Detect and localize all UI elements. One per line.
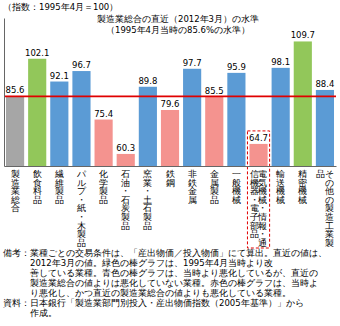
x-tick-label: 石油・石炭製品 [121, 169, 130, 231]
x-tick-label: 電気機械・情報・通信機器・電子部品 [250, 169, 268, 248]
data-label: 88.4 [315, 79, 334, 89]
label-char: 械 [298, 195, 307, 205]
data-label: 64.7 [249, 133, 268, 143]
label-char: 属 [188, 195, 197, 205]
label-char: 品 [33, 195, 42, 205]
bar [227, 73, 245, 166]
note-label: 備考： [3, 248, 30, 258]
data-label: 60.3 [116, 143, 135, 153]
x-tick-label: その他の製造工業製品 [316, 169, 334, 248]
bar [272, 68, 290, 166]
data-label: 98.1 [271, 57, 290, 67]
x-tick-label: パルプ・紙・木製品 [76, 169, 87, 248]
note-label: 資料： [3, 298, 30, 308]
label-char: 品 [210, 195, 219, 205]
x-tick-label: 鉄鋼 [166, 169, 175, 188]
label-char: 品 [121, 221, 130, 231]
data-label: 96.7 [72, 60, 91, 70]
label-char: 製 [325, 238, 334, 248]
data-label: 102.1 [25, 48, 49, 58]
note-line: 作成。 [29, 308, 57, 318]
bar [161, 110, 179, 166]
x-tick-label: 一般機械 [232, 169, 241, 205]
label-char: 品 [99, 195, 108, 205]
data-label: 85.5 [205, 86, 224, 96]
x-tick-label: 非鉄金属 [188, 169, 197, 205]
note-line: り悪化し、かつ直近の製造業総合の値よりも悪化している業種。 [30, 288, 291, 298]
label-char: 合 [11, 203, 20, 213]
bar [294, 41, 312, 166]
bars [6, 41, 334, 166]
bar [6, 96, 24, 166]
highlight-box [247, 131, 269, 248]
bar [117, 154, 135, 166]
label-char: 品 [77, 238, 86, 248]
x-tick-label: 精密機械 [298, 169, 307, 205]
x-tick-label: 窯業・土石製品 [143, 169, 152, 231]
reference-line [4, 96, 336, 98]
label-char: 械 [276, 195, 285, 205]
data-label: 75.4 [94, 109, 113, 119]
chart-svg: （指数：1995年4月＝100） 製造業総合の直近（2012年3月）の水準（199… [0, 0, 340, 326]
label-char: 品 [143, 221, 152, 231]
bar [95, 120, 113, 166]
note-line: 製造業総合の値よりは悪化していない業種。赤色の棒グラフは、当時よ [30, 278, 318, 288]
data-label: 79.6 [161, 99, 180, 109]
reference-label: 製造業総合の直近（2012年3月）の水準 [97, 14, 259, 24]
x-axis-line [5, 166, 337, 167]
x-axis [5, 166, 337, 168]
bar [72, 71, 90, 166]
label-char: 械 [232, 195, 241, 205]
data-label: 95.9 [227, 62, 246, 72]
data-label: 97.7 [183, 58, 202, 68]
x-tick-label: 繊維製品 [54, 169, 64, 205]
note-line: 日本銀行「製造業部門別投入・産出物価指数（2005年基準）」から [30, 298, 304, 308]
label-char: 品 [316, 169, 325, 179]
x-tick-label: 製造業総合 [10, 169, 20, 213]
y-axis-title: （指数：1995年4月＝100） [3, 2, 118, 12]
bar [249, 144, 267, 166]
bar [50, 82, 68, 166]
note-line: 善している業種。青色の棒グラフは、当時より悪化しているが、直近の [30, 268, 318, 278]
x-tick-label: 金属製品 [210, 169, 219, 205]
x-tick-label: 輸送機械 [276, 169, 285, 205]
bar [316, 90, 334, 166]
bar [205, 97, 223, 166]
data-label: 109.7 [291, 30, 315, 40]
data-label: 85.6 [6, 85, 25, 95]
note-line: 2012年3月の値。緑色の棒グラフは、1995年4月当時より改 [30, 258, 273, 268]
x-tick-label: 飲食料品 [33, 169, 42, 205]
data-label: 92.1 [50, 71, 69, 81]
data-label: 89.8 [138, 76, 157, 86]
bar [139, 87, 157, 166]
label-char: 通 [258, 238, 267, 248]
label-char: 鋼 [166, 178, 175, 188]
bar [183, 69, 201, 166]
label-char: 品 [55, 195, 64, 205]
reference-label: （1995年4月当時の85.6%の水準） [106, 25, 250, 35]
label-char: 品 [250, 229, 259, 239]
bar [28, 59, 46, 166]
x-tick-label: 化学製品 [99, 169, 108, 205]
note-line: 業種ごとの交易条件は、「産出物価／投入物価」にて算出。直近の値は、 [30, 248, 327, 258]
